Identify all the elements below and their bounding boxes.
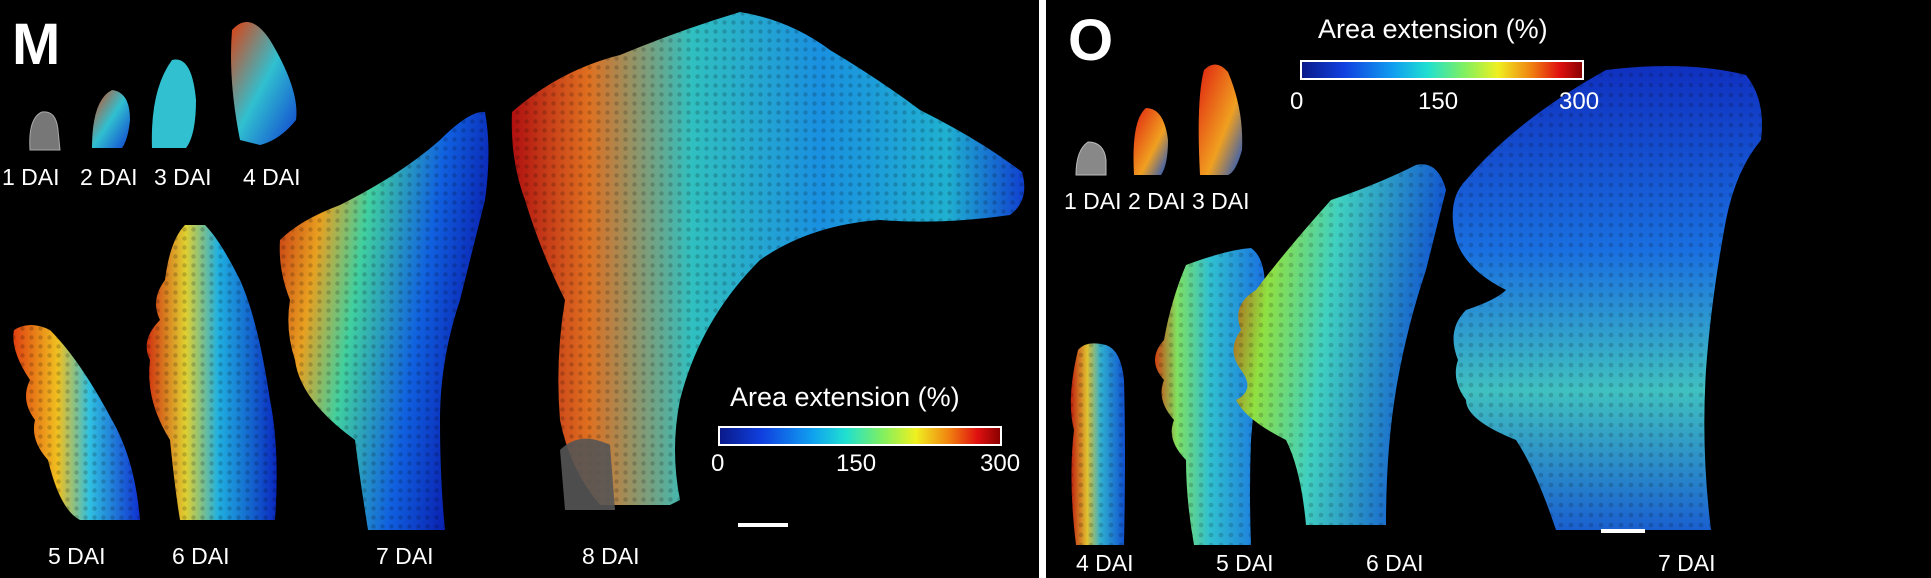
stage-label-1dai: 1 DAI	[2, 164, 60, 190]
o-scale-bar	[1601, 529, 1645, 533]
organ-4dai	[231, 22, 297, 145]
o-colorbar-tick-max: 300	[1559, 88, 1600, 115]
scale-bar	[738, 523, 788, 527]
o-stage-label-3dai: 3 DAI	[1192, 188, 1250, 214]
o-colorbar-tick-min: 0	[1290, 88, 1304, 115]
colorbar-tick-mid: 150	[836, 450, 877, 477]
colorbar	[718, 426, 1002, 446]
o-stage-label-5dai: 5 DAI	[1216, 550, 1274, 576]
panel-o: O 1 DAI 2 DAI 3 DAI 4 DAI 5 DAI 6 DAI 7 …	[1046, 0, 1931, 578]
o-stage-label-2dai: 2 DAI	[1128, 188, 1186, 214]
stage-label-6dai: 6 DAI	[172, 543, 230, 569]
organ-o-3dai	[1198, 64, 1243, 175]
colorbar-tick-max: 300	[980, 450, 1021, 477]
o-colorbar-title: Area extension (%)	[1318, 14, 1548, 44]
o-colorbar	[1300, 60, 1584, 80]
organ-3dai	[151, 59, 196, 148]
panel-m-organ-images	[13, 12, 1025, 530]
stage-label-8dai: 8 DAI	[582, 543, 640, 569]
organ-1dai	[29, 111, 61, 151]
stage-label-2dai: 2 DAI	[80, 164, 138, 190]
stage-label-4dai: 4 DAI	[243, 164, 301, 190]
stage-label-5dai: 5 DAI	[48, 543, 106, 569]
panel-m: M 1 DAI 2 DAI 3 DAI 4 DAI 5 DAI 6 DAI 7 …	[2, 12, 1025, 569]
panel-m-letter: M	[12, 12, 61, 77]
o-stage-label-1dai: 1 DAI	[1064, 188, 1122, 214]
panel-divider	[1039, 0, 1046, 578]
o-colorbar-tick-mid: 150	[1418, 88, 1459, 115]
o-stage-label-4dai: 4 DAI	[1076, 550, 1134, 576]
organ-2dai	[92, 90, 130, 148]
o-stage-label-7dai: 7 DAI	[1658, 550, 1716, 576]
organ-o-1dai	[1075, 141, 1107, 176]
colorbar-title: Area extension (%)	[730, 382, 960, 412]
stage-label-7dai: 7 DAI	[376, 543, 434, 569]
o-stage-label-6dai: 6 DAI	[1366, 550, 1424, 576]
colorbar-tick-min: 0	[711, 450, 725, 477]
panel-o-organ-images	[1070, 64, 1762, 545]
organ-o-2dai	[1133, 108, 1168, 175]
panel-o-letter: O	[1068, 8, 1114, 73]
stage-label-3dai: 3 DAI	[154, 164, 212, 190]
